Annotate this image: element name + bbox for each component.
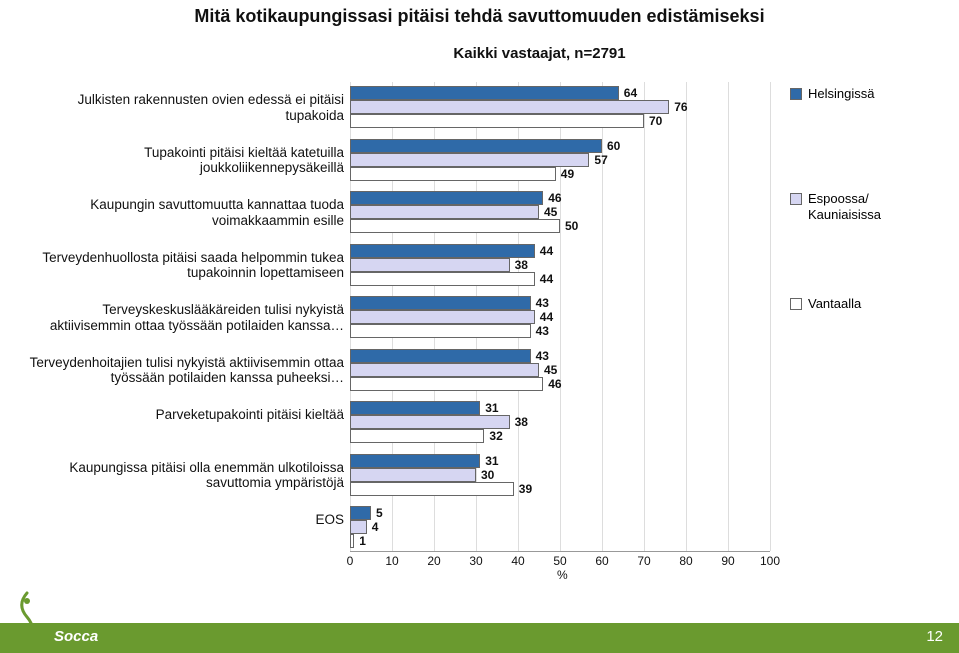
- bar-value-label: 44: [537, 272, 553, 286]
- bar-value-label: 45: [541, 205, 557, 219]
- category-label: Kaupungissa pitäisi olla enemmän ulkotil…: [24, 460, 344, 491]
- category-label: Terveydenhuollosta pitäisi saada helpomm…: [24, 250, 344, 281]
- bar-value-label: 44: [537, 244, 553, 258]
- bar-value-label: 43: [533, 324, 549, 338]
- bar-value-label: 38: [512, 258, 528, 272]
- bar-value-label: 30: [478, 468, 494, 482]
- bar: [350, 139, 602, 153]
- footer-bar: Socca 12: [0, 623, 959, 653]
- bar: [350, 401, 480, 415]
- chart-title: Mitä kotikaupungissasi pitäisi tehdä sav…: [0, 0, 959, 27]
- category-label: Kaupungin savuttomuutta kannattaa tuoda …: [24, 197, 344, 228]
- bar: [350, 272, 535, 286]
- bar: [350, 520, 367, 534]
- footer-page-number: 12: [926, 628, 943, 645]
- legend-label: Helsingissä: [808, 86, 874, 102]
- bar-value-label: 49: [558, 167, 574, 181]
- bar: [350, 468, 476, 482]
- bar: [350, 219, 560, 233]
- bar-value-label: 39: [516, 482, 532, 496]
- bar: [350, 429, 484, 443]
- bar-value-label: 70: [646, 114, 662, 128]
- bar-value-label: 64: [621, 86, 637, 100]
- bar: [350, 86, 619, 100]
- bar-value-label: 44: [537, 310, 553, 324]
- bar-value-label: 31: [482, 401, 498, 415]
- bar-value-label: 31: [482, 454, 498, 468]
- bar-value-label: 1: [356, 534, 366, 548]
- legend-item: Vantaalla: [790, 296, 861, 312]
- bar-value-label: 5: [373, 506, 383, 520]
- bar: [350, 167, 556, 181]
- bar-value-label: 32: [486, 429, 502, 443]
- bar: [350, 258, 510, 272]
- bar: [350, 100, 669, 114]
- x-tick: 0: [347, 554, 354, 568]
- x-tick: 10: [385, 554, 398, 568]
- bar: [350, 114, 644, 128]
- bar: [350, 296, 531, 310]
- category-label: Terveydenhoitajien tulisi nykyistä aktii…: [24, 355, 344, 386]
- x-tick: 60: [595, 554, 608, 568]
- legend-swatch: [790, 298, 802, 310]
- x-tick: 40: [511, 554, 524, 568]
- bar: [350, 244, 535, 258]
- footer-brand: Socca: [54, 628, 98, 645]
- bar: [350, 310, 535, 324]
- x-axis-label: %: [557, 568, 568, 582]
- category-label: Julkisten rakennusten ovien edessä ei pi…: [24, 92, 344, 123]
- legend-item: Helsingissä: [790, 86, 874, 102]
- x-tick: 50: [553, 554, 566, 568]
- x-tick: 70: [637, 554, 650, 568]
- bar-value-label: 45: [541, 363, 557, 377]
- bar: [350, 191, 543, 205]
- category-label: Parveketupakointi pitäisi kieltää: [24, 407, 344, 423]
- legend-item: Espoossa/ Kauniaisissa: [790, 191, 940, 222]
- bar: [350, 506, 371, 520]
- legend-swatch: [790, 193, 802, 205]
- chart: 6476706057494645504438444344434345463138…: [20, 82, 940, 592]
- bar-value-label: 43: [533, 349, 549, 363]
- bar: [350, 363, 539, 377]
- x-tick: 30: [469, 554, 482, 568]
- bar-value-label: 46: [545, 377, 561, 391]
- bar-value-label: 43: [533, 296, 549, 310]
- bar: [350, 205, 539, 219]
- bar: [350, 534, 354, 548]
- chart-subtitle: Kaikki vastaajat, n=2791: [120, 45, 959, 62]
- legend-label: Vantaalla: [808, 296, 861, 312]
- x-tick: 90: [721, 554, 734, 568]
- grid-line: [686, 82, 687, 551]
- legend-swatch: [790, 88, 802, 100]
- legend-label: Espoossa/ Kauniaisissa: [808, 191, 940, 222]
- bar-value-label: 46: [545, 191, 561, 205]
- grid-line: [644, 82, 645, 551]
- grid-line: [770, 82, 771, 551]
- x-tick: 80: [679, 554, 692, 568]
- bar-value-label: 4: [369, 520, 379, 534]
- bar: [350, 349, 531, 363]
- x-tick: 20: [427, 554, 440, 568]
- plot-area: 6476706057494645504438444344434345463138…: [350, 82, 770, 552]
- bar: [350, 415, 510, 429]
- bar-value-label: 57: [591, 153, 607, 167]
- bar-value-label: 76: [671, 100, 687, 114]
- category-label: EOS: [24, 512, 344, 528]
- x-tick: 100: [760, 554, 780, 568]
- page: Mitä kotikaupungissasi pitäisi tehdä sav…: [0, 0, 959, 653]
- category-label: Terveyskeskuslääkäreiden tulisi nykyistä…: [24, 302, 344, 333]
- bar-value-label: 50: [562, 219, 578, 233]
- bar: [350, 377, 543, 391]
- bar: [350, 454, 480, 468]
- grid-line: [728, 82, 729, 551]
- bar: [350, 324, 531, 338]
- bar-value-label: 38: [512, 415, 528, 429]
- category-label: Tupakointi pitäisi kieltää katetuilla jo…: [24, 145, 344, 176]
- bar: [350, 482, 514, 496]
- bar-value-label: 60: [604, 139, 620, 153]
- bar: [350, 153, 589, 167]
